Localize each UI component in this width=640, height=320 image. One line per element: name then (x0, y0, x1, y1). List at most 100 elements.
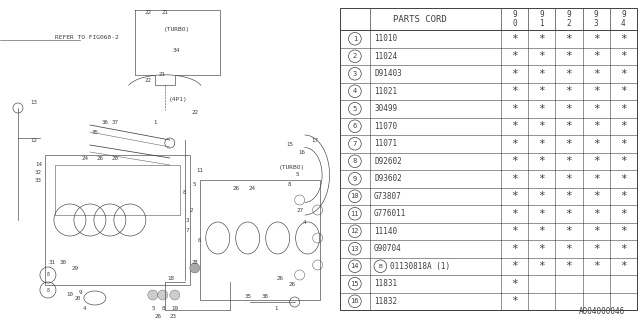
Text: 33: 33 (35, 179, 42, 183)
Text: 1: 1 (540, 19, 544, 28)
Text: 8: 8 (183, 190, 186, 196)
Text: 2: 2 (190, 207, 193, 212)
Text: 32: 32 (35, 171, 42, 175)
Text: 6: 6 (353, 123, 357, 129)
Text: 2: 2 (566, 19, 572, 28)
Text: 23: 23 (170, 314, 176, 318)
Text: 20: 20 (111, 156, 118, 161)
Text: 22: 22 (145, 77, 151, 83)
Text: *: * (511, 86, 518, 96)
Text: *: * (620, 261, 627, 271)
Text: *: * (593, 191, 600, 201)
Text: 36: 36 (101, 119, 108, 124)
Text: *: * (511, 156, 518, 166)
Text: *: * (620, 139, 627, 149)
Text: *: * (511, 139, 518, 149)
Text: *: * (593, 244, 600, 254)
Text: *: * (538, 34, 545, 44)
Text: 11010: 11010 (374, 34, 397, 43)
Text: *: * (538, 244, 545, 254)
Text: 5: 5 (151, 306, 155, 310)
Text: *: * (566, 121, 572, 131)
Text: *: * (566, 226, 572, 236)
Bar (45, 155, 190, 285)
Text: 10: 10 (351, 193, 359, 199)
Text: *: * (538, 139, 545, 149)
Text: *: * (593, 34, 600, 44)
Text: *: * (593, 121, 600, 131)
Text: 27: 27 (296, 207, 303, 212)
Text: 35: 35 (92, 131, 99, 135)
Text: 11: 11 (351, 211, 359, 217)
Text: 9: 9 (594, 10, 598, 19)
Text: *: * (566, 191, 572, 201)
Text: G73807: G73807 (374, 192, 402, 201)
Text: *: * (593, 209, 600, 219)
Text: 35: 35 (244, 293, 251, 299)
Text: 29: 29 (72, 266, 79, 270)
Text: 26: 26 (154, 314, 161, 318)
Text: *: * (511, 244, 518, 254)
Text: 4: 4 (621, 19, 626, 28)
Text: 38: 38 (261, 293, 268, 299)
Text: 31: 31 (49, 260, 56, 265)
Text: *: * (620, 191, 627, 201)
Text: *: * (538, 191, 545, 201)
Text: *: * (620, 69, 627, 79)
Text: (TURBO): (TURBO) (278, 165, 305, 171)
Text: 3: 3 (186, 218, 189, 222)
Circle shape (170, 290, 180, 300)
Text: *: * (593, 51, 600, 61)
Text: 8: 8 (47, 287, 49, 292)
Text: 15: 15 (286, 142, 293, 148)
Text: 11: 11 (196, 167, 204, 172)
Text: PARTS CORD: PARTS CORD (394, 14, 447, 23)
Text: 14: 14 (351, 263, 359, 269)
Text: 37: 37 (111, 119, 118, 124)
Text: 19: 19 (172, 306, 179, 310)
Text: 9: 9 (621, 10, 626, 19)
Text: *: * (511, 191, 518, 201)
Circle shape (158, 290, 168, 300)
Text: D93602: D93602 (374, 174, 402, 183)
Text: 16: 16 (351, 298, 359, 304)
Text: *: * (593, 174, 600, 184)
Text: *: * (511, 121, 518, 131)
Text: *: * (620, 51, 627, 61)
Text: *: * (511, 34, 518, 44)
Text: 26: 26 (232, 186, 239, 190)
Text: *: * (593, 139, 600, 149)
Text: 21: 21 (158, 73, 165, 77)
Text: 01130818A (1): 01130818A (1) (390, 262, 450, 271)
Text: 9: 9 (78, 290, 82, 294)
Text: 13: 13 (351, 246, 359, 252)
Text: 5: 5 (353, 106, 357, 112)
Text: 11831: 11831 (374, 279, 397, 288)
Text: 0: 0 (512, 19, 517, 28)
Text: 20: 20 (75, 295, 81, 300)
Text: *: * (566, 51, 572, 61)
Text: 9: 9 (512, 10, 517, 19)
Text: 18: 18 (168, 276, 175, 281)
Text: *: * (620, 156, 627, 166)
Text: *: * (566, 86, 572, 96)
Text: 26: 26 (97, 156, 104, 161)
Text: *: * (538, 174, 545, 184)
Text: *: * (620, 86, 627, 96)
Text: *: * (538, 226, 545, 236)
Text: 12: 12 (30, 138, 37, 142)
Text: *: * (566, 156, 572, 166)
Text: 22: 22 (191, 109, 198, 115)
Text: *: * (538, 209, 545, 219)
Text: 5: 5 (296, 172, 300, 178)
Text: 30499: 30499 (374, 104, 397, 113)
Text: *: * (566, 209, 572, 219)
Text: *: * (566, 34, 572, 44)
Text: 3: 3 (594, 19, 598, 28)
Text: *: * (538, 104, 545, 114)
Bar (200, 180, 319, 300)
Text: 4: 4 (83, 306, 86, 310)
Text: *: * (511, 209, 518, 219)
Text: *: * (511, 69, 518, 79)
Text: 11071: 11071 (374, 139, 397, 148)
